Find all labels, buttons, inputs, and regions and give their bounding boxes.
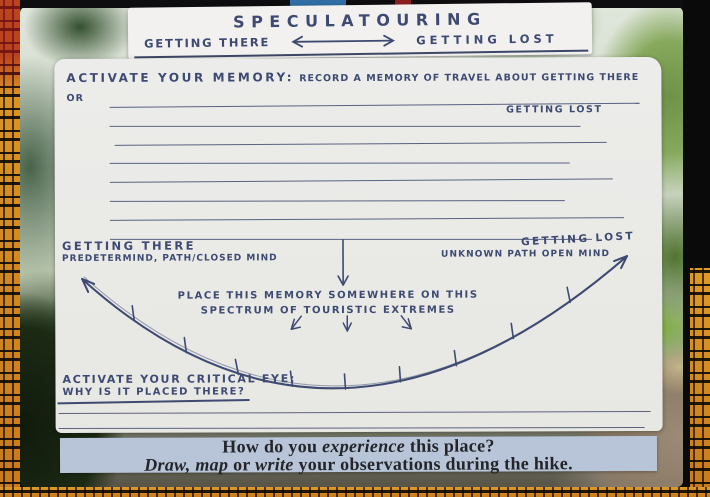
footer-instruction-strip: How do you experience this place? Draw, … — [59, 436, 658, 475]
spectrum-endpoints-row: GETTING THERE GETTING LOST — [128, 30, 592, 52]
footer-line2: Draw, map or write your observations dur… — [60, 452, 657, 475]
ruled-line — [109, 160, 613, 183]
footer-line2-italic1: Draw, map — [144, 453, 229, 475]
critical-eye-prompt: ACTIVATE YOUR CRITICAL EYE: WHY IS IT PL… — [62, 372, 296, 399]
ruled-line — [109, 84, 640, 108]
arc-tick-marks — [131, 286, 572, 390]
critical-eye-line2: WHY IS IT PLACED THERE? — [62, 386, 246, 399]
frame-top-edge — [0, 0, 710, 8]
fabric-border-right — [690, 268, 710, 497]
title-card: SPECULATOURING GETTING THERE GETTING LOS… — [127, 2, 593, 60]
spectrum-right-subtitle: UNKNOWN PATH OPEN MIND — [441, 249, 611, 260]
red-object-top-edge — [395, 0, 411, 6]
blue-object-top-edge — [290, 0, 346, 7]
spectrum-left-title: GETTING THERE — [61, 238, 196, 254]
memory-prompt-heading: ACTIVATE YOUR MEMORY: — [66, 70, 295, 86]
ruled-line — [109, 220, 592, 240]
worksheet-title: SPECULATOURING — [232, 9, 487, 32]
fabric-border-left — [0, 0, 20, 497]
footer-line2-text2: your observations during the hike. — [293, 452, 573, 474]
arc-arrowhead-left-icon — [81, 277, 96, 293]
endpoint-getting-lost: GETTING LOST — [416, 31, 558, 48]
ruled-line — [58, 396, 651, 414]
place-memory-instruction: PLACE THIS MEMORY SOMEWHERE ON THIS SPEC… — [153, 287, 503, 318]
arc-arrowhead-right-icon — [613, 255, 629, 270]
answer-ruled-lines — [58, 396, 651, 429]
ruled-line — [114, 123, 608, 146]
footer-line2-italic2: write — [255, 453, 294, 474]
instruction-line2: SPECTRUM OF TOURISTIC EXTREMES — [200, 304, 456, 317]
spectrum-arc-sketch-stroke — [83, 257, 626, 387]
critical-eye-line1: ACTIVATE YOUR CRITICAL EYE: — [62, 372, 297, 387]
endpoint-getting-there: GETTING THERE — [144, 35, 271, 51]
down-left-arrow-icon — [290, 315, 302, 330]
spectrum-label-left: GETTING THERE PREDETERMIND, PATH/CLOSED … — [62, 239, 278, 266]
down-arrow-icon — [342, 315, 353, 332]
ruled-line — [109, 182, 565, 202]
ruled-line — [58, 412, 645, 429]
instruction-line1: PLACE THIS MEMORY SOMEWHERE ON THIS — [177, 289, 479, 302]
memory-ruled-lines — [109, 84, 645, 240]
double-arrow-icon — [291, 34, 396, 48]
spectrum-arc-figure — [81, 239, 629, 390]
place-memory-down-arrow-icon — [337, 239, 349, 286]
spectrum-arc — [81, 255, 629, 390]
spectrum-left-subtitle: PREDETERMIND, PATH/CLOSED MIND — [62, 253, 278, 265]
ruled-line — [109, 198, 624, 221]
worksheet-card: ACTIVATE YOUR MEMORY: RECORD A MEMORY OF… — [54, 56, 663, 434]
footer-line2-text1: or — [228, 453, 256, 474]
fabric-border-bottom — [0, 487, 710, 497]
down-right-arrow-icon — [400, 315, 413, 330]
